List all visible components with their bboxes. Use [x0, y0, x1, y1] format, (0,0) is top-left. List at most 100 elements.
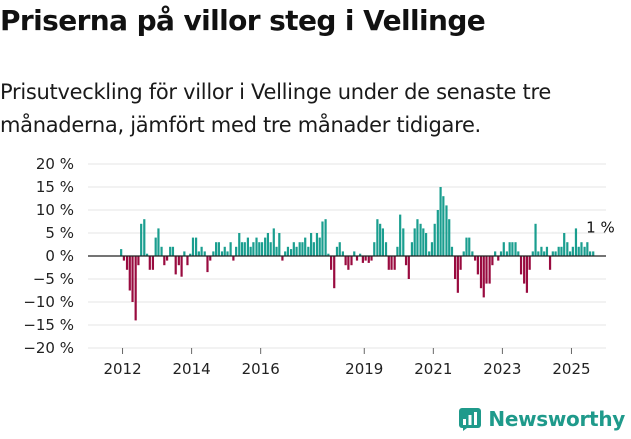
bar: [367, 256, 370, 263]
bar: [215, 242, 218, 256]
bar: [183, 251, 186, 256]
y-axis-ticks: 20 % 15 % 10 % 5 % 0 % −5 % −10 % −15 % −20 %: [23, 155, 74, 357]
y-tick-label: 15 %: [36, 178, 74, 196]
bar: [284, 251, 287, 256]
bar: [505, 251, 508, 256]
bar: [255, 237, 258, 256]
bar: [180, 256, 183, 277]
bar: [200, 246, 203, 256]
bar: [554, 251, 557, 256]
bar: [341, 251, 344, 256]
bar: [396, 246, 399, 256]
bar: [497, 256, 500, 261]
bar: [422, 228, 425, 256]
bar: [479, 256, 483, 289]
bar: [249, 246, 252, 256]
brand-name: Newsworthy: [488, 407, 625, 431]
bar: [517, 251, 520, 256]
bar: [140, 223, 143, 256]
bar: [307, 246, 310, 256]
bar: [191, 237, 195, 256]
bar: [143, 219, 146, 256]
y-tick-label: 0 %: [45, 247, 74, 265]
bar: [534, 223, 537, 256]
bar: [243, 242, 246, 256]
bar: [376, 219, 379, 256]
bar: [312, 242, 315, 256]
bar: [571, 246, 574, 256]
bars: [120, 187, 595, 321]
bar: [379, 223, 382, 256]
bar: [428, 251, 431, 256]
x-tick-label: 2019: [345, 360, 383, 378]
bar: [217, 242, 220, 256]
bar: [151, 256, 155, 270]
bar: [413, 228, 416, 256]
bar: [439, 187, 442, 256]
bar: [344, 256, 347, 266]
bar: [508, 242, 511, 256]
bar: [269, 242, 272, 256]
bar: [281, 256, 284, 261]
bar: [453, 256, 457, 279]
bar: [148, 256, 151, 270]
bar: [177, 256, 180, 266]
bar: [315, 233, 319, 256]
bar: [494, 251, 497, 256]
x-tick-label: 2012: [103, 360, 141, 378]
bar: [471, 251, 474, 256]
bar: [370, 256, 373, 261]
bar: [488, 256, 491, 284]
bar: [260, 242, 264, 256]
bar: [476, 256, 479, 275]
bar: [324, 219, 327, 256]
bar: [134, 256, 137, 321]
x-tick-label: 2023: [483, 360, 521, 378]
x-tick-label: 2025: [552, 360, 590, 378]
bar: [373, 242, 376, 256]
bar: [361, 256, 364, 263]
bar: [482, 256, 485, 298]
bar: [485, 256, 488, 284]
bar: [525, 256, 529, 293]
bar: [229, 242, 232, 256]
bar: [586, 242, 589, 256]
bar: [543, 251, 546, 256]
bar: [465, 237, 468, 256]
bar: [189, 253, 192, 256]
x-tick-label: 2016: [242, 360, 280, 378]
bar: [309, 233, 313, 256]
bar: [359, 253, 362, 256]
bar: [459, 256, 462, 270]
bar: [568, 251, 572, 256]
bar: [436, 210, 439, 256]
bar: [169, 246, 172, 256]
bar: [197, 251, 200, 256]
bar: [387, 256, 390, 270]
brand-logo[interactable]: Newsworthy: [458, 405, 625, 433]
bar: [318, 237, 321, 256]
bar: [275, 246, 278, 256]
bar: [419, 223, 422, 256]
bar: [137, 256, 140, 266]
bar: [557, 246, 560, 256]
bar: [540, 246, 543, 256]
bar: [160, 246, 163, 256]
x-tick-label: 2021: [414, 360, 452, 378]
bar: [240, 242, 244, 256]
bar: [226, 251, 229, 256]
bar: [347, 256, 350, 270]
bar: [364, 256, 367, 261]
bar: [381, 228, 385, 256]
bar: [321, 221, 324, 256]
bar: [220, 251, 224, 256]
bar: [235, 246, 238, 256]
y-tick-label: 20 %: [36, 155, 74, 173]
y-tick-label: 10 %: [36, 201, 74, 219]
bar: [424, 233, 428, 256]
bar: [165, 256, 169, 261]
bar: [445, 205, 448, 256]
y-tick-label: −5 %: [33, 270, 74, 288]
bar: [355, 256, 359, 261]
bar: [154, 237, 157, 256]
